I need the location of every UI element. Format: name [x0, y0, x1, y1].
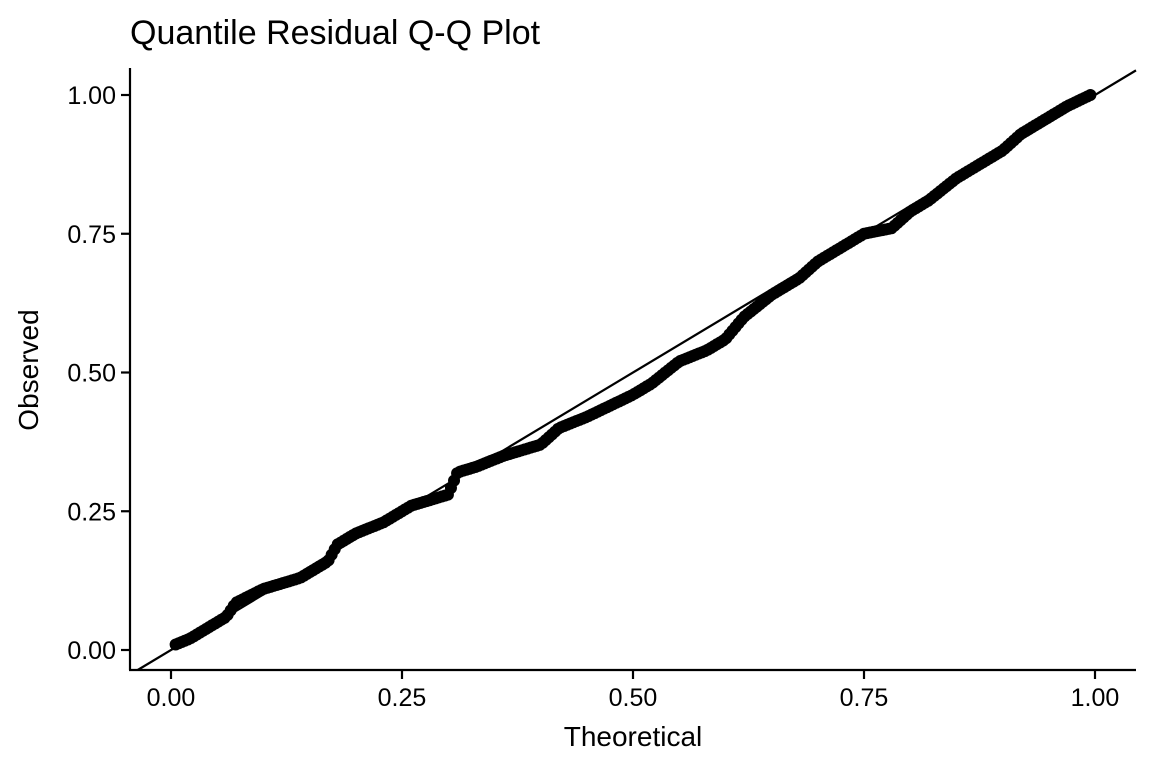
data-point	[1084, 89, 1097, 101]
y-axis-ticks: 0.00 0.25 0.50 0.75 1.00	[67, 82, 130, 665]
reference-line	[137, 69, 1137, 671]
x-axis-ticks: 0.00 0.25 0.50 0.75 1.00	[147, 670, 1120, 712]
y-tick-label: 0.25	[67, 498, 116, 526]
chart-title: Quantile Residual Q-Q Plot	[130, 14, 541, 52]
y-axis-title: Observed	[13, 309, 44, 430]
y-tick-label: 0.75	[67, 221, 116, 249]
x-tick-label: 1.00	[1071, 684, 1120, 712]
x-axis-title: Theoretical	[564, 721, 703, 752]
y-tick-label: 0.00	[67, 637, 116, 665]
x-tick-label: 0.25	[378, 684, 427, 712]
x-tick-label: 0.75	[840, 684, 889, 712]
x-tick-label: 0.50	[609, 684, 658, 712]
y-tick-label: 1.00	[67, 82, 116, 110]
x-tick-label: 0.00	[147, 684, 196, 712]
y-tick-label: 0.50	[67, 360, 116, 388]
